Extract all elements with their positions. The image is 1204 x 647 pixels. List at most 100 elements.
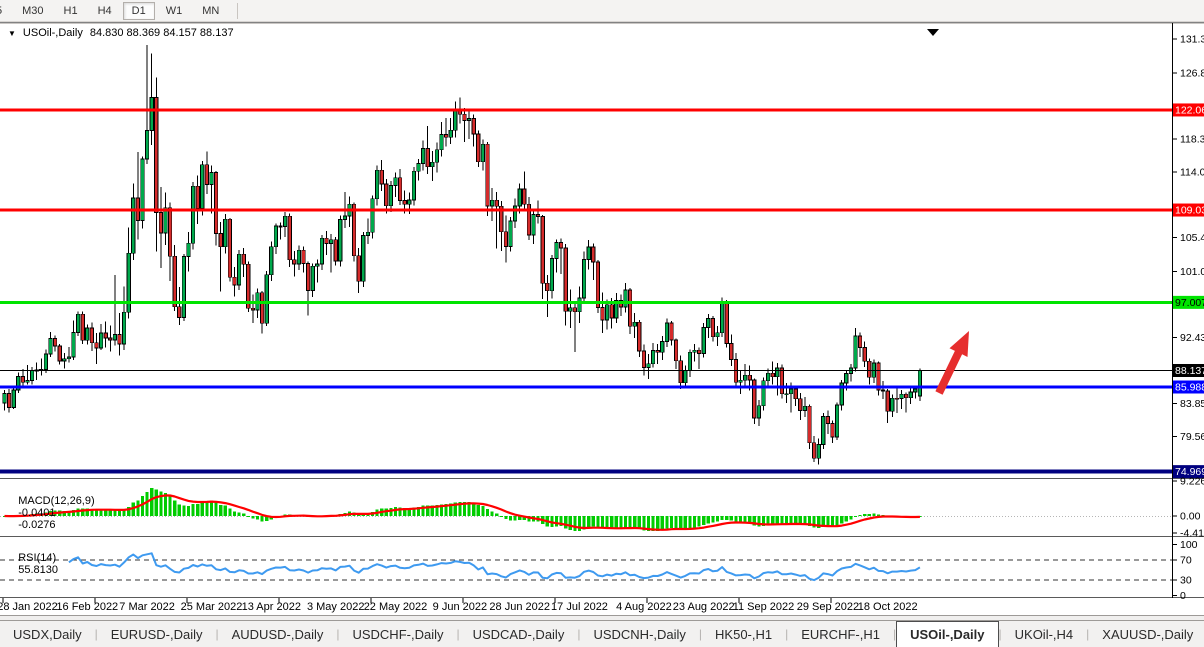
macd-bar [706,516,710,524]
candle-body [554,242,559,259]
timeframe-button-w1[interactable]: W1 [165,4,183,17]
macd-bar [481,505,485,516]
candle-body [701,327,706,354]
macd-bar [196,503,200,516]
price-badge [1173,380,1204,394]
tab-usdcnh-daily[interactable]: USDCNH-,Daily [593,626,686,642]
candle-body [57,345,62,362]
candle-body [563,247,568,312]
candle-body [282,215,288,227]
macd-bar [67,510,71,516]
price-axis[interactable]: 131.30 126.88 118.30 114.01 105.43 101.01 92.4… [1172,33,1204,479]
macd-bar [140,496,145,516]
macd-bar [692,516,697,528]
timeframe-button-m30[interactable]: M30 [22,4,44,17]
candle-body [844,372,849,384]
macd-bar [182,505,186,516]
candle-body [503,231,509,247]
macd-bar [104,509,108,516]
macd-bar [619,516,623,529]
timeframe-button-d1[interactable]: D1 [122,1,155,20]
tab-ukoil-h4[interactable]: UKOil-,H4 [1014,626,1074,642]
tab-usdchf-daily[interactable]: USDCHF-,Daily [352,626,444,642]
chart-canvas[interactable]: 131.30 126.88 118.30 114.01 105.43 101.01 92.4… [0,22,1204,616]
symbol-tabbar: USDX,Daily | EURUSD-,Daily | AUDUSD-,Daily | U… [0,620,1204,647]
candle-body [11,389,16,408]
timeframe-button-mn[interactable]: MN [202,4,220,17]
candle-body [678,360,683,384]
timeframe-button-h1[interactable]: H1 [63,4,78,17]
macd-bar [416,506,421,516]
price-tick-label: 114.01 [1180,166,1204,178]
candles-layer[interactable] [2,45,923,465]
candle-body [466,118,472,122]
candle-body [770,372,775,378]
candle-body [16,376,21,391]
up-arrow-annotation[interactable] [935,331,969,395]
candle-body [821,416,826,445]
candle-body [342,215,348,220]
candle-body [204,164,209,186]
macd-bar [679,516,683,530]
candle-body [802,405,808,411]
candle-body [899,393,904,399]
macd-bar [656,516,660,531]
tab-usdx-daily[interactable]: USDX,Daily [13,626,82,642]
candle-body [76,313,81,333]
macd-bar [76,508,80,516]
time-tick-label: 16 Feb 2022 [56,601,118,613]
macd-bar [209,500,214,516]
candle-body [462,113,467,122]
macd-bar [237,512,241,516]
macd-bar [177,504,181,516]
macd-bar [462,501,467,516]
macd-bar [94,509,99,516]
candle-body [140,158,145,221]
timeframe-button-h4[interactable]: H4 [97,4,112,17]
macd-bar [403,508,407,516]
candle-body [43,353,49,370]
symbol-dropdown-icon[interactable]: ▼ [8,28,16,38]
candle-body [310,265,315,291]
macd-bar [821,516,825,528]
candle-body [623,289,628,308]
candle-body [177,306,182,318]
tab-separator: | [456,627,460,641]
price-tick-label: 92.430 [1180,332,1204,344]
candle-body [669,322,674,341]
candle-body [338,218,343,262]
time-tick-label: 17 Jul 2022 [551,601,608,613]
tab-eurusd-daily[interactable]: EURUSD-,Daily [110,626,203,642]
price-badge [1173,465,1204,479]
tab-separator: | [892,627,897,641]
candle-body [273,225,279,248]
macd-bar [840,516,844,524]
tab-xauusd-daily[interactable]: XAUUSD-,Daily [1102,626,1194,642]
candle-body [655,349,660,353]
tab-eurchf-h1[interactable]: EURCHF-,H1 [801,626,880,642]
candle-body [881,389,886,392]
macd-bar [508,516,513,521]
tab-usdcad-daily[interactable]: USDCAD-,Daily [472,626,565,642]
candle-body [190,185,196,244]
candle-body [591,246,596,263]
time-tick-label: 13 Apr 2022 [242,601,301,613]
candle-body [172,255,177,308]
tab-separator: | [698,627,703,641]
price-badge [1173,203,1204,217]
timeframe-button-5[interactable]: 5 [0,2,11,20]
candle-body [448,129,453,138]
macd-bar [646,516,651,532]
tab-separator: | [785,627,789,641]
candle-body [545,282,550,292]
macd-bar [789,516,793,524]
tab-audusd-daily[interactable]: AUDUSD-,Daily [231,626,324,642]
tab-hk50-h1[interactable]: HK50-,H1 [715,626,773,642]
candle-body [434,149,440,163]
tab-usoil-daily[interactable]: USOil-,Daily [896,621,999,647]
macd-bar [683,516,687,530]
macd-bar [458,501,462,516]
macd-bar [490,511,494,516]
macd-bar [761,516,766,526]
